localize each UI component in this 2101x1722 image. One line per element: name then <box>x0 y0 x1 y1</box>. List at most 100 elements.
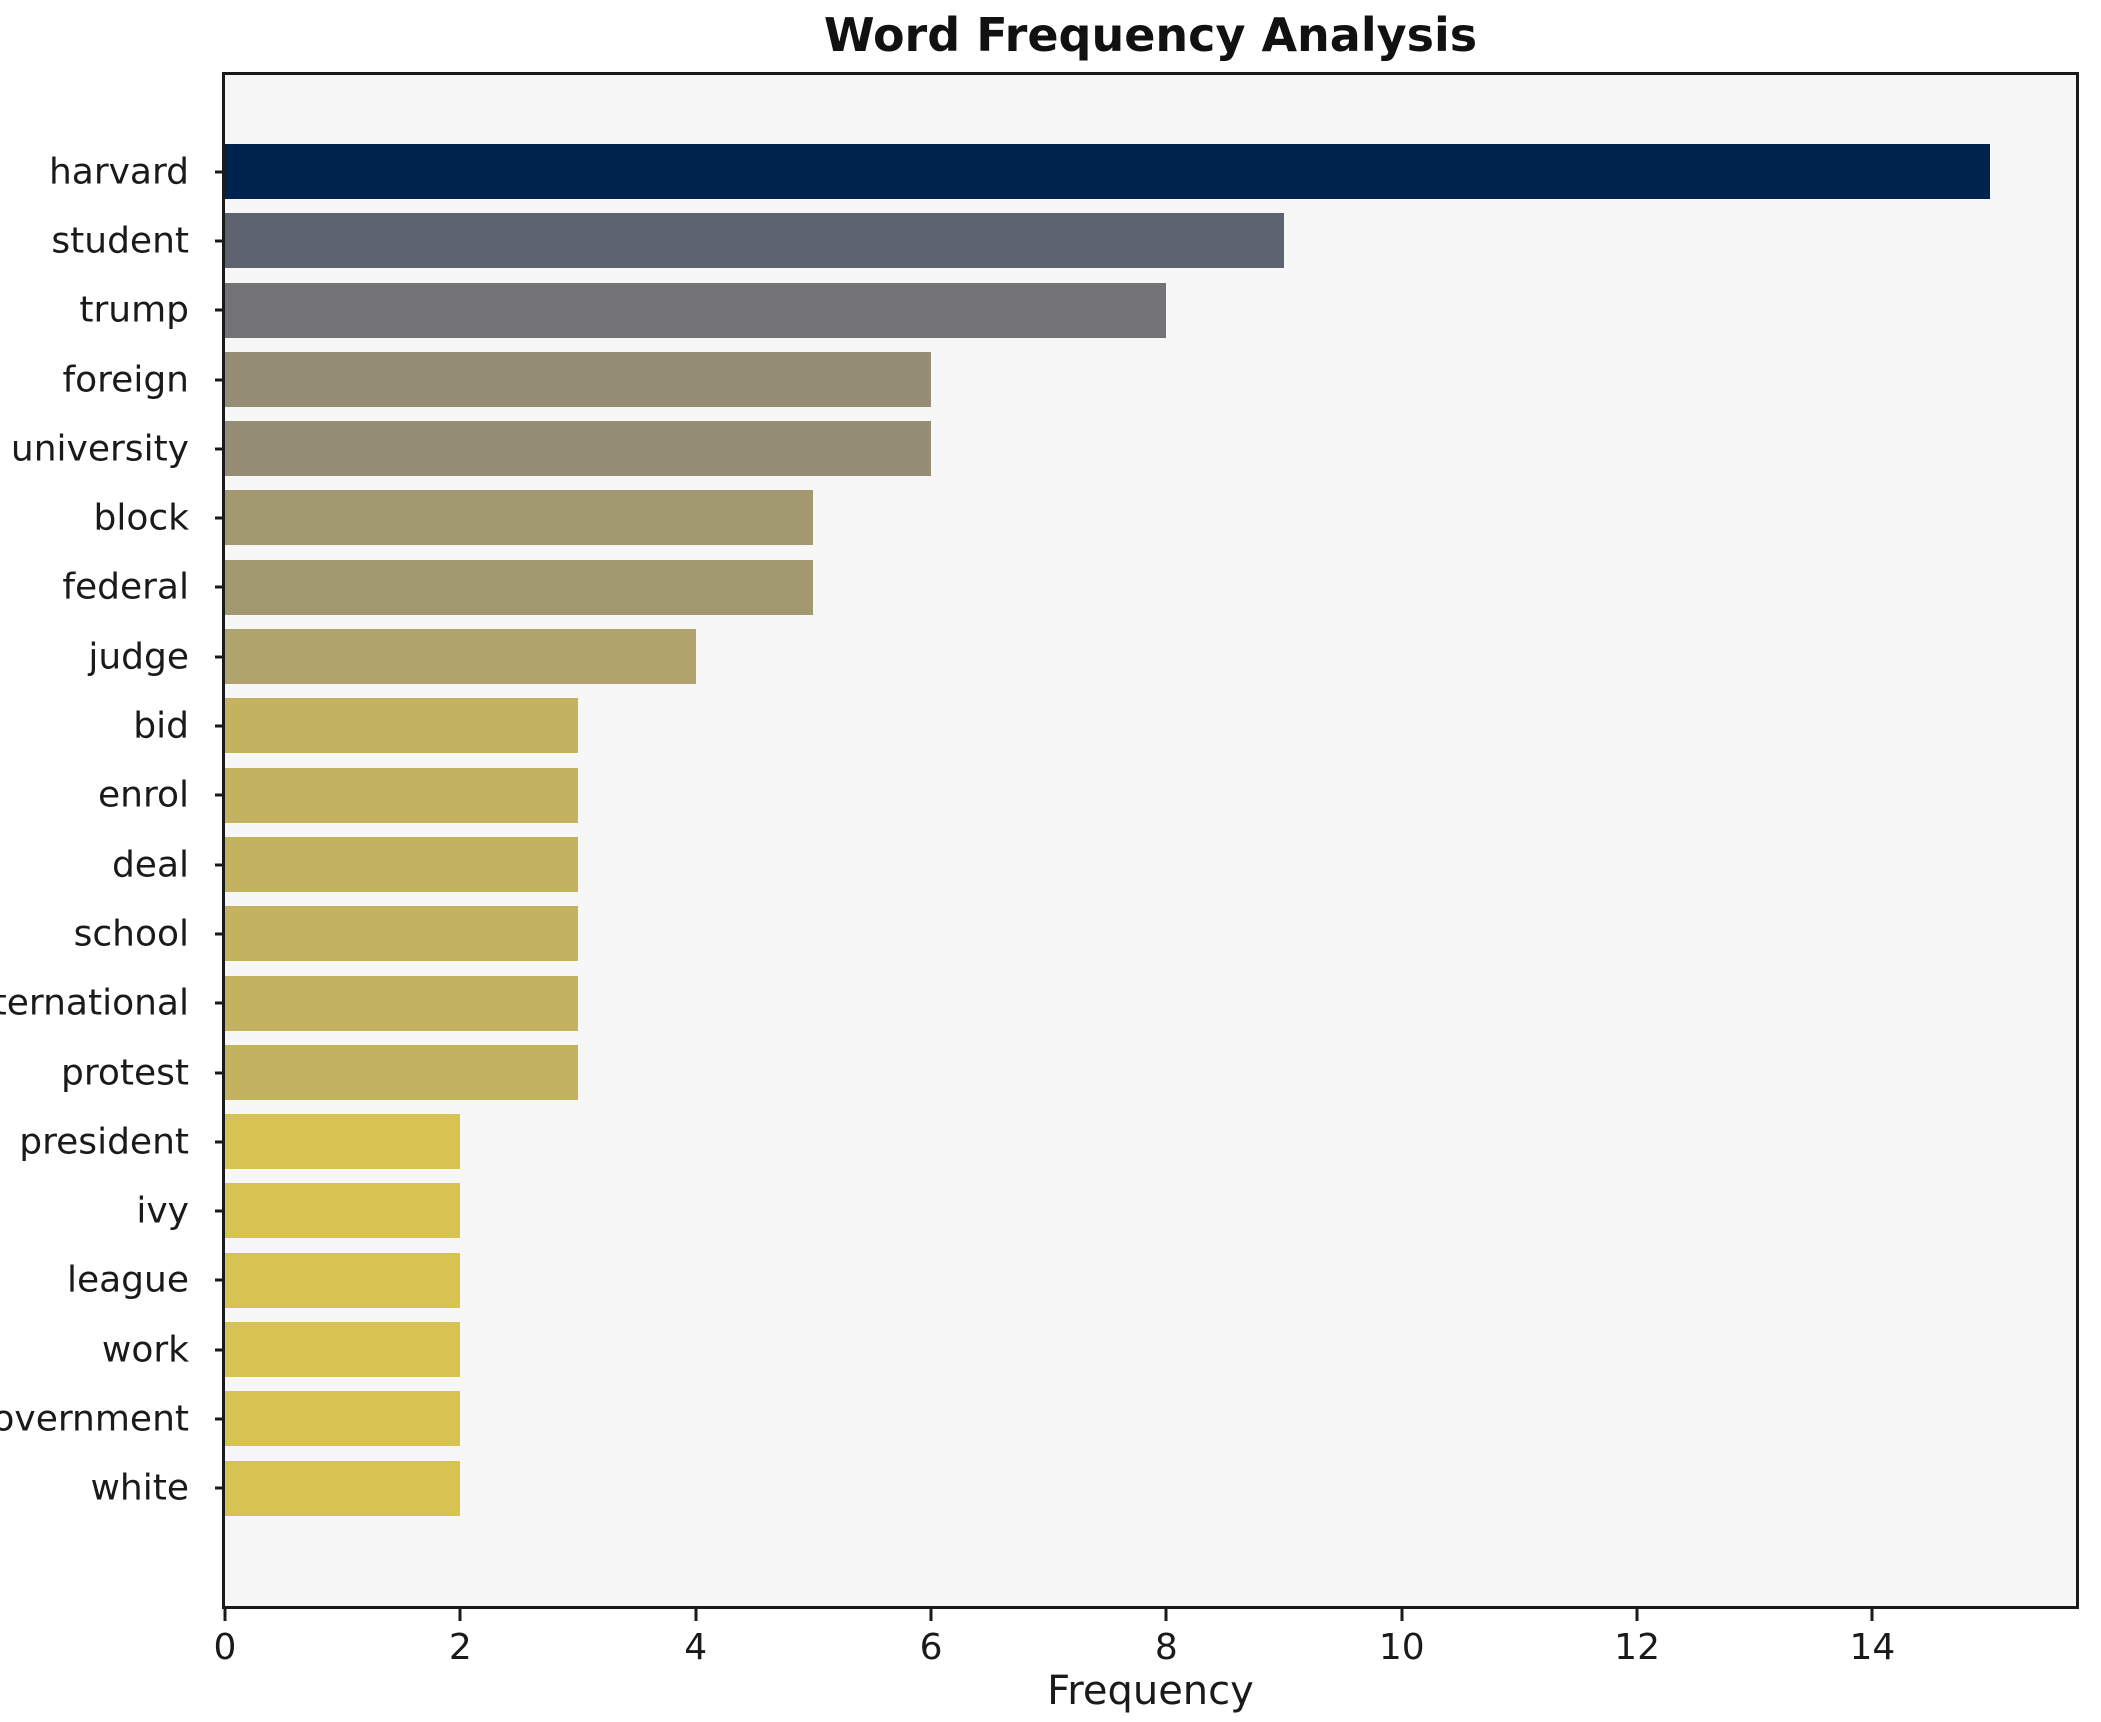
x-tick-label: 0 <box>213 1627 237 1668</box>
x-tick-label: 12 <box>1614 1627 1660 1668</box>
chart-title: Word Frequency Analysis <box>823 8 1478 62</box>
bar-enrol <box>225 767 579 823</box>
y-tick-mark <box>215 724 225 728</box>
bar-row: white <box>90 1454 2076 1523</box>
x-tick-label: 14 <box>1849 1627 1896 1668</box>
bar-row: deal <box>112 830 2076 899</box>
category-label: government <box>0 1398 189 1440</box>
category-label: block <box>93 497 189 539</box>
y-tick-mark <box>215 1486 225 1490</box>
bar-row: work <box>102 1315 2076 1384</box>
y-tick-mark <box>215 1001 225 1005</box>
bar-trump <box>225 282 1167 338</box>
bar-row: school <box>74 899 2076 968</box>
bar-university <box>225 421 932 477</box>
bar-white <box>225 1460 461 1516</box>
category-label: student <box>51 220 189 262</box>
bar-government <box>225 1391 461 1447</box>
y-tick-mark <box>215 863 225 867</box>
bar-row: bid <box>133 691 2076 760</box>
bar-student <box>225 213 1285 269</box>
category-label: work <box>101 1329 189 1371</box>
category-label: protest <box>60 1052 189 1093</box>
x-tick-mark <box>458 1609 462 1621</box>
bar-federal <box>225 559 814 615</box>
bar-row: judge <box>88 622 2076 691</box>
y-tick-mark <box>215 308 225 312</box>
x-tick-mark <box>1635 1609 1639 1621</box>
category-label: federal <box>62 566 189 608</box>
category-label: university <box>10 428 189 470</box>
category-label: white <box>90 1467 189 1509</box>
y-tick-mark <box>215 1417 225 1421</box>
category-label: enrol <box>97 774 189 816</box>
y-tick-mark <box>215 1348 225 1352</box>
bar-row: league <box>67 1246 2076 1315</box>
bar-row: university <box>11 414 2076 483</box>
y-tick-mark <box>215 1278 225 1282</box>
bar-deal <box>225 836 579 892</box>
x-tick-label: 2 <box>448 1627 472 1668</box>
x-tick-mark <box>1870 1609 1874 1621</box>
y-tick-mark <box>215 932 225 936</box>
bars-region: harvard student trump foreign university bloc… <box>0 137 2076 1523</box>
y-tick-mark <box>215 655 225 659</box>
y-tick-mark <box>215 516 225 520</box>
x-tick-label: 8 <box>1154 1627 1178 1668</box>
category-label: ivy <box>136 1190 189 1232</box>
y-tick-mark <box>215 585 225 589</box>
bar-president <box>225 1114 461 1170</box>
y-tick-mark <box>215 1071 225 1074</box>
bar-row: block <box>93 483 2076 552</box>
bar-row: trump <box>79 276 2076 345</box>
y-tick-mark <box>215 1209 225 1213</box>
category-label: international <box>0 982 189 1024</box>
x-axis-label: Frequency <box>1047 1668 1254 1714</box>
x-tick-label: 4 <box>684 1627 708 1668</box>
bar-row: enrol <box>98 761 2076 830</box>
category-label: foreign <box>62 359 189 401</box>
x-tick-label: 6 <box>919 1627 943 1668</box>
category-label: school <box>73 913 189 955</box>
plot-area: harvard student trump foreign university bloc… <box>0 72 2079 1668</box>
category-label: bid <box>133 705 189 747</box>
x-tick-mark <box>1400 1609 1404 1621</box>
bar-row: president <box>19 1107 2076 1176</box>
y-tick-mark <box>215 170 225 174</box>
bar-row: harvard <box>49 137 2076 206</box>
x-tick-mark <box>929 1609 933 1621</box>
y-tick-mark <box>215 1140 225 1144</box>
bar-row: international <box>0 969 2076 1038</box>
category-label: league <box>66 1259 189 1301</box>
bar-row: protest <box>61 1038 2076 1107</box>
y-tick-mark <box>215 447 225 451</box>
category-label: deal <box>111 844 189 886</box>
bar-foreign <box>225 351 932 407</box>
bar-international <box>225 975 579 1031</box>
bar-school <box>225 906 579 962</box>
bar-bid <box>225 698 579 754</box>
x-tick-mark <box>223 1609 227 1621</box>
bar-ivy <box>225 1183 461 1239</box>
bar-protest <box>225 1044 579 1100</box>
bar-row: foreign <box>62 345 2076 414</box>
y-tick-mark <box>215 239 225 243</box>
bar-judge <box>225 629 696 685</box>
x-tick-mark <box>1164 1609 1168 1621</box>
bar-row: student <box>51 206 2076 275</box>
category-label: president <box>19 1121 189 1163</box>
category-label: trump <box>79 289 189 331</box>
bar-row: ivy <box>136 1176 2076 1245</box>
bar-row: government <box>0 1384 2076 1453</box>
y-tick-mark <box>215 793 225 797</box>
bar-league <box>225 1252 461 1308</box>
x-tick-label: 10 <box>1378 1627 1425 1668</box>
bar-block <box>225 490 814 546</box>
bar-row: federal <box>62 553 2076 622</box>
category-label: harvard <box>48 151 189 193</box>
bar-harvard <box>225 144 1991 199</box>
y-tick-mark <box>215 378 225 382</box>
x-tick-mark <box>694 1609 698 1621</box>
category-label: judge <box>88 636 189 678</box>
